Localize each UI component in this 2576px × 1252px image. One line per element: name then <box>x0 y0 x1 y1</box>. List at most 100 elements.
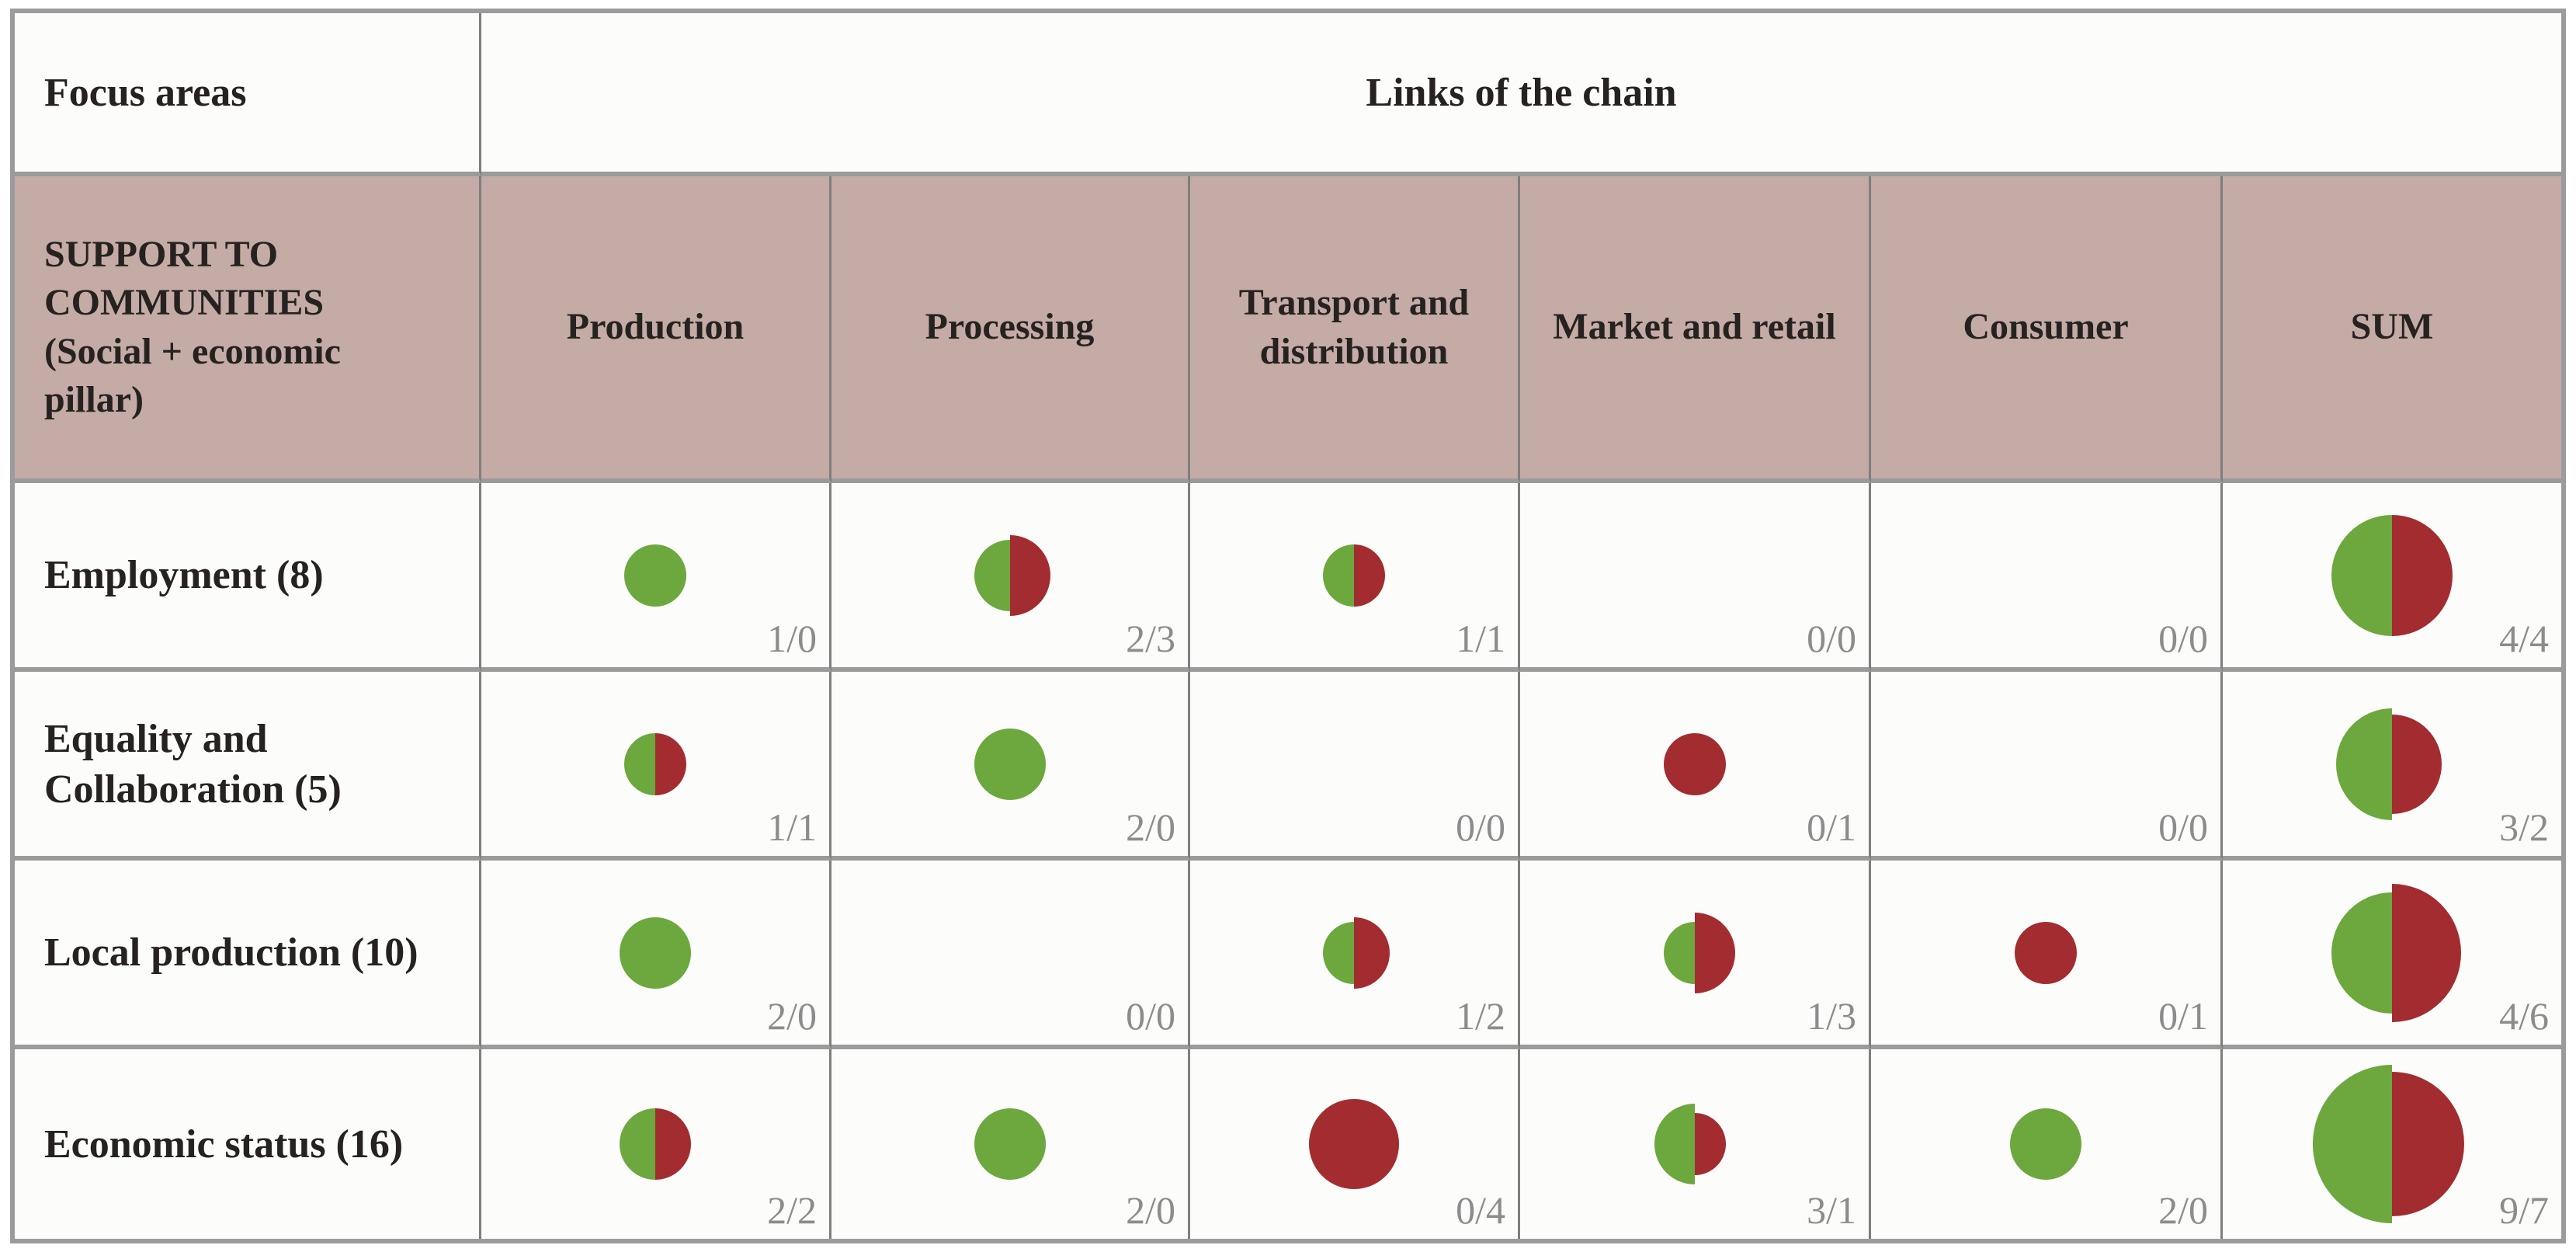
matrix-cell: 2/0 <box>481 861 831 1049</box>
green-half-bubble <box>2331 514 2392 636</box>
matrix-cell: 1/1 <box>1190 483 1520 672</box>
green-half-bubble <box>974 539 1010 611</box>
column-header-market: Market and retail <box>1520 176 1871 483</box>
green-half-bubble <box>1323 921 1354 984</box>
links-of-chain-table: Focus areas Links of the chain SUPPORT T… <box>10 9 2566 1243</box>
green-half-bubble <box>1663 921 1695 984</box>
matrix-cell: 0/1 <box>1871 861 2223 1049</box>
column-header-label: Market and retail <box>1553 306 1836 348</box>
ratio-label: 1/3 <box>1807 994 1856 1038</box>
green-half-bubble <box>2313 1065 2392 1223</box>
red-half-bubble <box>655 732 686 795</box>
ratio-label: 3/2 <box>2499 805 2549 849</box>
column-header-production: Production <box>481 176 831 483</box>
group-header-cell: SUPPORT TO COMMUNITIES (Social + economi… <box>15 176 481 483</box>
column-header-sum: SUM <box>2223 176 2561 483</box>
red-half-bubble <box>1354 544 1385 607</box>
red-bubble <box>1309 1099 1399 1189</box>
column-header-label: Transport and distribution <box>1238 282 1470 372</box>
green-bubble <box>620 916 691 989</box>
green-bubble <box>624 544 686 607</box>
ratio-label: 2/2 <box>767 1188 817 1232</box>
ratio-label: 2/0 <box>1126 805 1175 849</box>
group-header-label: SUPPORT TO COMMUNITIES (Social + economi… <box>44 233 341 420</box>
ratio-label: 0/0 <box>2158 805 2208 849</box>
sum-cell: 4/4 <box>2223 483 2561 672</box>
matrix-cell: 0/0 <box>831 861 1190 1049</box>
matrix-cell: 3/1 <box>1520 1049 1871 1239</box>
ratio-label: 1/2 <box>1456 994 1505 1038</box>
matrix-cell: 2/0 <box>831 672 1190 861</box>
green-bubble <box>2010 1108 2081 1180</box>
ratio-label: 2/0 <box>2158 1188 2208 1232</box>
red-half-bubble <box>2392 714 2442 814</box>
matrix-cell: 2/0 <box>831 1049 1190 1239</box>
matrix-cell: 0/1 <box>1520 672 1871 861</box>
ratio-label: 0/0 <box>1126 994 1175 1038</box>
matrix-cell: 0/0 <box>1871 483 2223 672</box>
ratio-label: 1/0 <box>767 617 817 660</box>
chain-header-label: Links of the chain <box>1366 70 1677 115</box>
row-label-cell: Equality and Collaboration (5) <box>15 672 481 861</box>
matrix-cell: 1/2 <box>1190 861 1520 1049</box>
matrix-cell: 0/0 <box>1520 483 1871 672</box>
row-label: Economic status (16) <box>44 1122 404 1167</box>
column-header-label: SUM <box>2350 306 2434 348</box>
ratio-label: 2/0 <box>767 994 817 1038</box>
chain-header-cell: Links of the chain <box>481 13 2561 176</box>
red-half-bubble <box>2392 883 2461 1022</box>
row-label-cell: Employment (8) <box>15 483 481 672</box>
column-header-consumer: Consumer <box>1871 176 2223 483</box>
column-header-label: Processing <box>925 306 1095 348</box>
corner-header-cell: Focus areas <box>15 13 481 176</box>
column-header-transport: Transport and distribution <box>1190 176 1520 483</box>
ratio-label: 4/4 <box>2499 617 2549 660</box>
column-header-label: Consumer <box>1963 306 2129 348</box>
matrix-cell: 1/3 <box>1520 861 1871 1049</box>
ratio-label: 4/6 <box>2499 994 2549 1038</box>
red-half-bubble <box>655 1108 691 1180</box>
ratio-label: 0/1 <box>1807 805 1856 849</box>
red-half-bubble <box>2392 514 2453 636</box>
matrix-cell: 0/4 <box>1190 1049 1520 1239</box>
matrix-cell: 2/3 <box>831 483 1190 672</box>
sum-cell: 3/2 <box>2223 672 2561 861</box>
row-label: Local production (10) <box>44 930 418 975</box>
red-half-bubble <box>1354 916 1390 989</box>
row-label: Employment (8) <box>44 553 324 597</box>
sum-cell: 9/7 <box>2223 1049 2561 1239</box>
corner-header-label: Focus areas <box>44 70 247 115</box>
ratio-label: 3/1 <box>1807 1188 1856 1232</box>
row-label-cell: Local production (10) <box>15 861 481 1049</box>
ratio-label: 1/1 <box>1456 617 1505 660</box>
ratio-label: 0/0 <box>1456 805 1505 849</box>
red-half-bubble <box>1694 912 1735 993</box>
green-half-bubble <box>2331 892 2392 1014</box>
matrix-cell: 0/0 <box>1190 672 1520 861</box>
matrix-cell: 2/2 <box>481 1049 831 1239</box>
ratio-label: 2/0 <box>1126 1188 1175 1232</box>
green-half-bubble <box>2336 708 2392 820</box>
green-half-bubble <box>1323 544 1354 607</box>
ratio-label: 0/1 <box>2158 994 2208 1038</box>
matrix-cell: 1/0 <box>481 483 831 672</box>
ratio-label: 9/7 <box>2499 1188 2549 1232</box>
ratio-label: 0/0 <box>1807 617 1856 660</box>
green-bubble <box>974 1108 1046 1180</box>
red-half-bubble <box>2392 1072 2464 1216</box>
red-half-bubble <box>1694 1113 1726 1175</box>
ratio-label: 0/4 <box>1456 1188 1505 1232</box>
row-label: Equality and Collaboration (5) <box>44 716 342 812</box>
red-half-bubble <box>1009 534 1050 616</box>
ratio-label: 2/3 <box>1126 617 1175 660</box>
column-header-label: Production <box>566 306 745 348</box>
row-label-cell: Economic status (16) <box>15 1049 481 1239</box>
green-bubble <box>974 728 1046 800</box>
sum-cell: 4/6 <box>2223 861 2561 1049</box>
column-header-processing: Processing <box>831 176 1190 483</box>
matrix-cell: 0/0 <box>1871 672 2223 861</box>
red-bubble <box>2015 921 2077 984</box>
green-half-bubble <box>624 732 655 795</box>
ratio-label: 1/1 <box>767 805 817 849</box>
